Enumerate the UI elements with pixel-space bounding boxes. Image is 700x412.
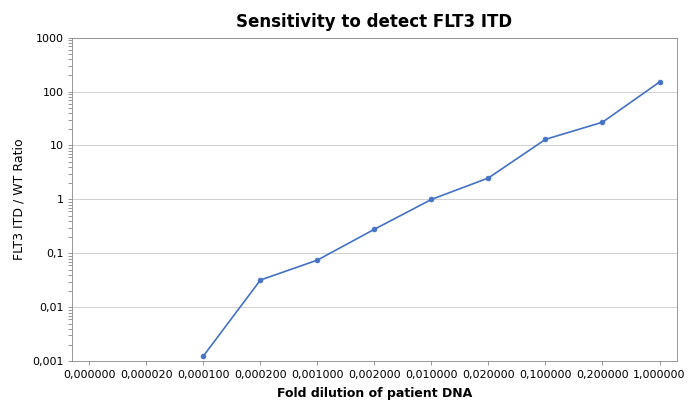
X-axis label: Fold dilution of patient DNA: Fold dilution of patient DNA [276,386,472,400]
Title: Sensitivity to detect FLT3 ITD: Sensitivity to detect FLT3 ITD [237,12,512,30]
Y-axis label: FLT3 ITD / WT Ratio: FLT3 ITD / WT Ratio [13,138,25,260]
